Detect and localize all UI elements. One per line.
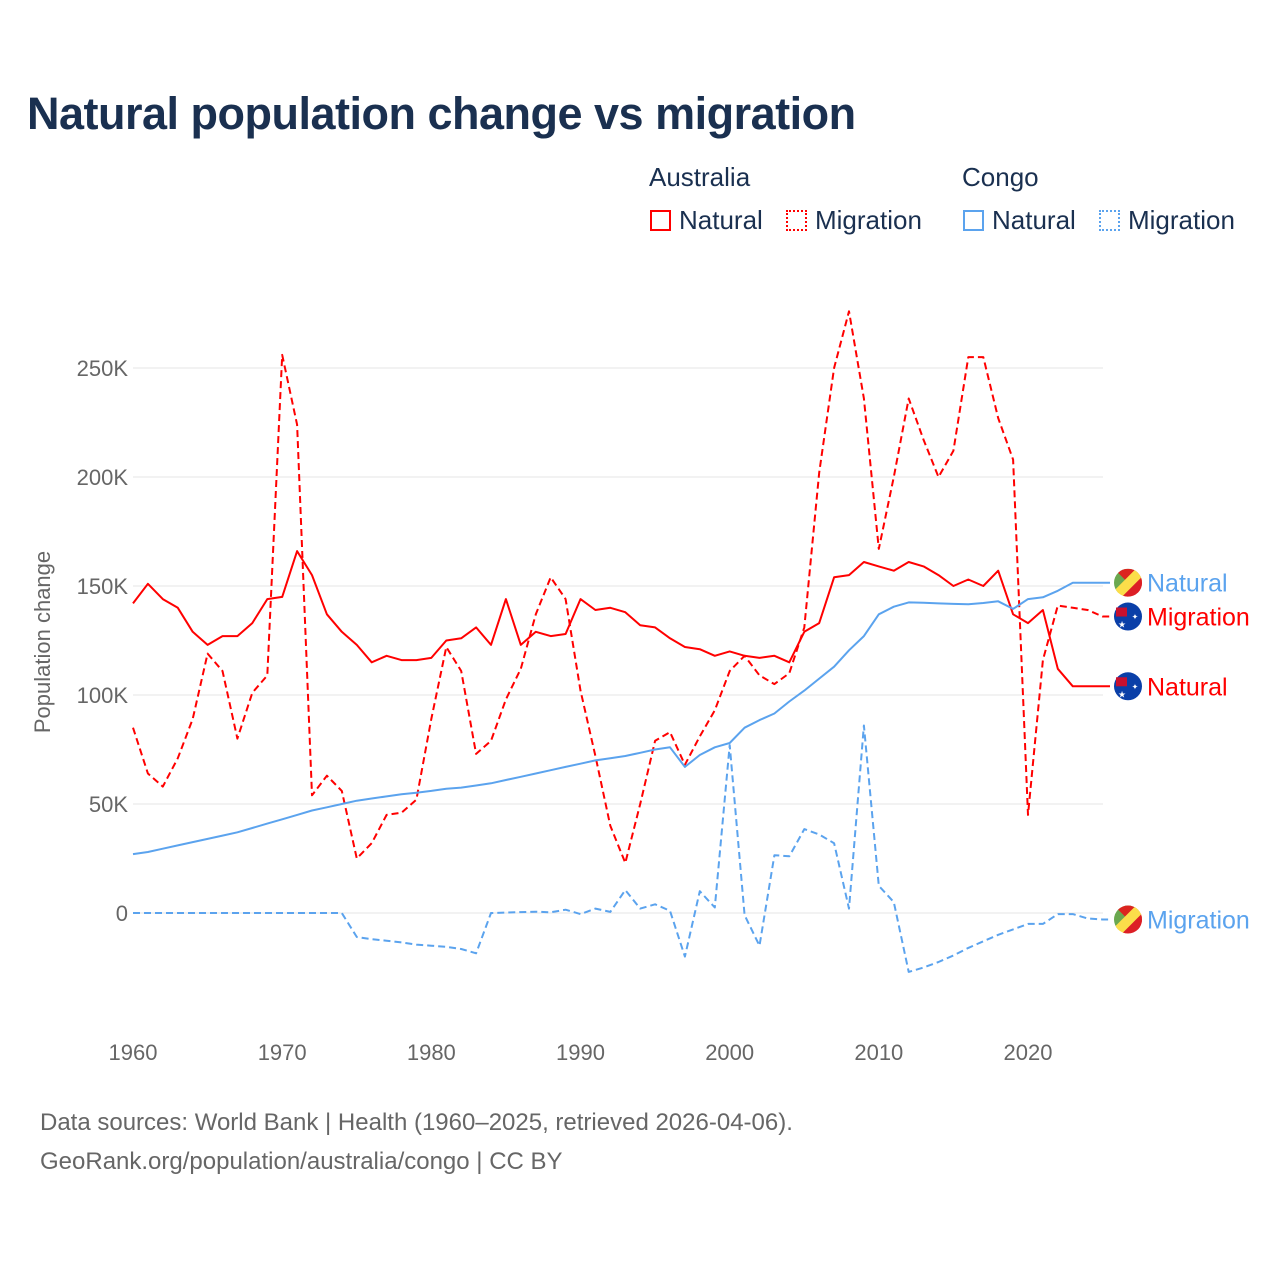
- legend-australia-migration[interactable]: Migration: [786, 205, 922, 236]
- star-icon: ✦: [1132, 682, 1139, 691]
- y-tick-label: 150K: [77, 574, 129, 599]
- y-axis-label: Population change: [30, 551, 55, 733]
- legend-title-congo: Congo: [962, 162, 1039, 192]
- y-tick-label: 250K: [77, 356, 129, 381]
- series-end-label: Natural: [1147, 673, 1228, 701]
- legend-congo-migration[interactable]: Migration: [1099, 205, 1235, 236]
- y-tick-label: 0: [116, 901, 128, 926]
- x-tick-label: 1970: [258, 1040, 307, 1065]
- footer-attribution[interactable]: GeoRank.org/population/australia/congo |…: [40, 1148, 563, 1175]
- series-line-congo-migration: [133, 724, 1110, 973]
- congo-flag-icon: [1114, 905, 1142, 934]
- series-line-congo-natural: [132, 581, 1110, 856]
- star-icon: ✦: [1132, 613, 1139, 622]
- legend-australia-natural[interactable]: Natural: [650, 205, 763, 236]
- x-tick-label: 2020: [1004, 1040, 1053, 1065]
- legend-swatch-dotted-blue: [1099, 210, 1120, 231]
- legend-label: Migration: [1128, 205, 1235, 235]
- footer-sources: Data sources: World Bank | Health (1960–…: [40, 1109, 793, 1136]
- legend-swatch-dotted-red: [786, 210, 807, 231]
- y-tick-label: 50K: [89, 792, 128, 817]
- series-end-label: Natural: [1147, 570, 1228, 598]
- legend-label: Natural: [992, 205, 1076, 235]
- legend-swatch-solid-blue: [963, 210, 984, 231]
- star-icon: ★: [1118, 689, 1126, 699]
- x-tick-label: 1980: [407, 1040, 456, 1065]
- legend-title-australia: Australia: [649, 162, 751, 192]
- congo-flag-icon: [1114, 568, 1142, 597]
- x-tick-label: 2010: [854, 1040, 903, 1065]
- series-line-australia-migration: [132, 310, 1110, 864]
- x-tick-label: 1960: [109, 1040, 158, 1065]
- series-end-label: Migration: [1147, 604, 1250, 632]
- legend-swatch-solid-red: [650, 210, 671, 231]
- legend-label: Natural: [679, 205, 763, 235]
- union-jack-icon: [1116, 607, 1127, 617]
- series-line-australia-natural: [132, 550, 1110, 688]
- y-tick-label: 100K: [77, 683, 129, 708]
- x-tick-label: 1990: [556, 1040, 605, 1065]
- chart-title: Natural population change vs migration: [27, 88, 856, 139]
- y-tick-label: 200K: [77, 465, 129, 490]
- union-jack-icon: [1116, 677, 1127, 687]
- legend-congo-natural[interactable]: Natural: [963, 205, 1076, 236]
- star-icon: ★: [1118, 620, 1126, 630]
- x-tick-label: 2000: [705, 1040, 754, 1065]
- series-end-label: Migration: [1147, 907, 1250, 935]
- legend-label: Migration: [815, 205, 922, 235]
